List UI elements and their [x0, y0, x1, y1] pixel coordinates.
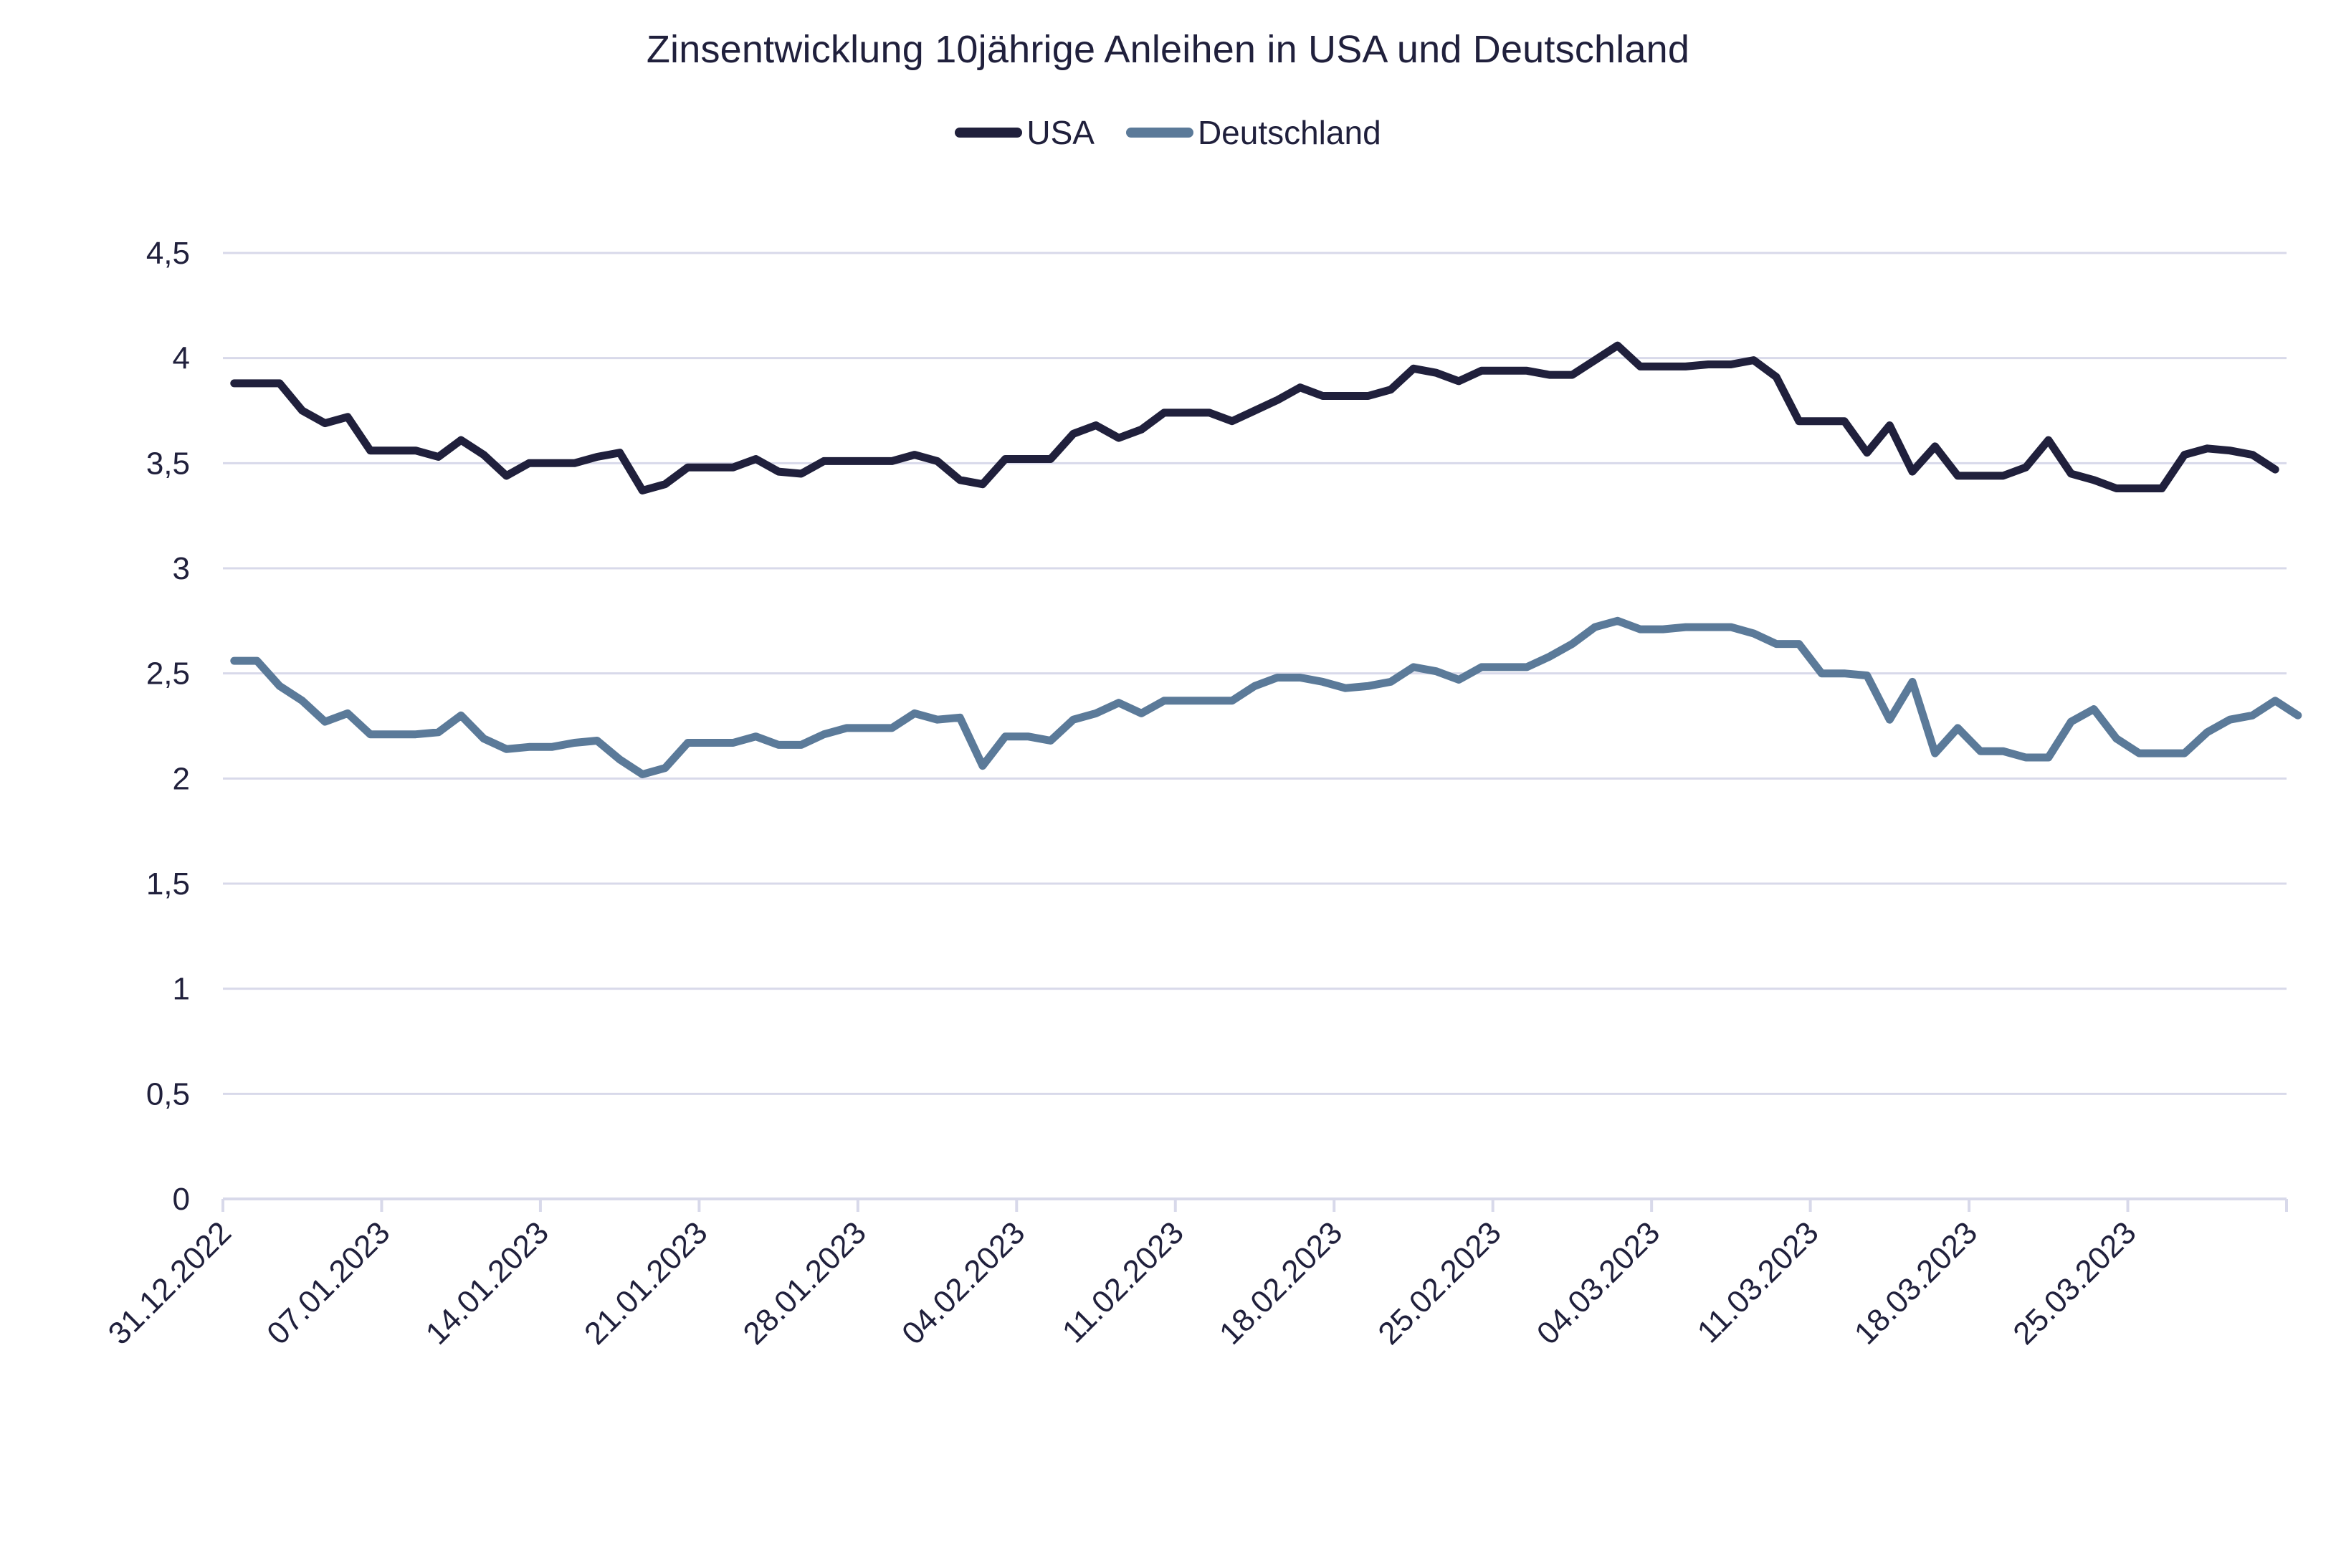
legend-swatch-usa-icon: [955, 128, 1023, 138]
x-tick-label: 25.02.2023: [1371, 1215, 1507, 1351]
y-axis: 0 0,5 1 1,5 2 2,5 3 3,5 4 4,5: [146, 236, 190, 1217]
chart-title: Zinsentwicklung 10jährige Anleihen in US…: [646, 28, 1690, 71]
x-tick-label: 04.02.2023: [895, 1215, 1031, 1351]
series-line-usa: [230, 341, 2279, 494]
chart-legend: USA Deutschland: [0, 113, 2336, 152]
x-tick-label: 07.01.2023: [260, 1215, 396, 1351]
data-lines: [230, 341, 2302, 778]
x-tick-label: 28.01.2023: [737, 1215, 873, 1351]
x-axis: 31.12.2022 07.01.2023 14.01.2023 21.01.2023…: [102, 1199, 2288, 1352]
legend-item-deutschland[interactable]: Deutschland: [1125, 113, 1381, 152]
legend-label-usa: USA: [1026, 114, 1095, 151]
y-tick-label: 2: [173, 761, 190, 796]
x-tick-label: 18.02.2023: [1213, 1215, 1349, 1351]
y-tick-label: 2,5: [146, 656, 190, 692]
y-tick-label: 3,5: [146, 446, 190, 481]
gridlines: [223, 252, 2287, 1200]
y-tick-label: 1,5: [146, 866, 190, 902]
x-tick-label: 18.03.2023: [1848, 1215, 1984, 1351]
y-tick-label: 4: [173, 341, 190, 376]
x-tick-label: 11.02.2023: [1056, 1215, 1191, 1349]
x-tick-label: 25.03.2023: [2006, 1215, 2142, 1351]
series-line-deutschland: [230, 616, 2302, 778]
x-tick-label: 21.01.2023: [578, 1215, 714, 1351]
x-tick-label: 11.03.2023: [1691, 1215, 1826, 1349]
y-tick-label: 0,5: [146, 1076, 190, 1112]
x-tick-label: 04.03.2023: [1530, 1215, 1667, 1351]
y-tick-label: 0: [173, 1182, 190, 1217]
x-tick-label: 31.12.2022: [102, 1215, 238, 1351]
y-tick-label: 1: [173, 972, 190, 1007]
legend-label-deutschland: Deutschland: [1197, 114, 1381, 151]
y-tick-label: 3: [173, 551, 190, 586]
x-tick-label: 14.01.2023: [419, 1215, 556, 1351]
legend-item-usa[interactable]: USA: [955, 113, 1095, 152]
legend-swatch-deutschland-icon: [1125, 128, 1193, 138]
y-tick-label: 4,5: [146, 236, 190, 271]
